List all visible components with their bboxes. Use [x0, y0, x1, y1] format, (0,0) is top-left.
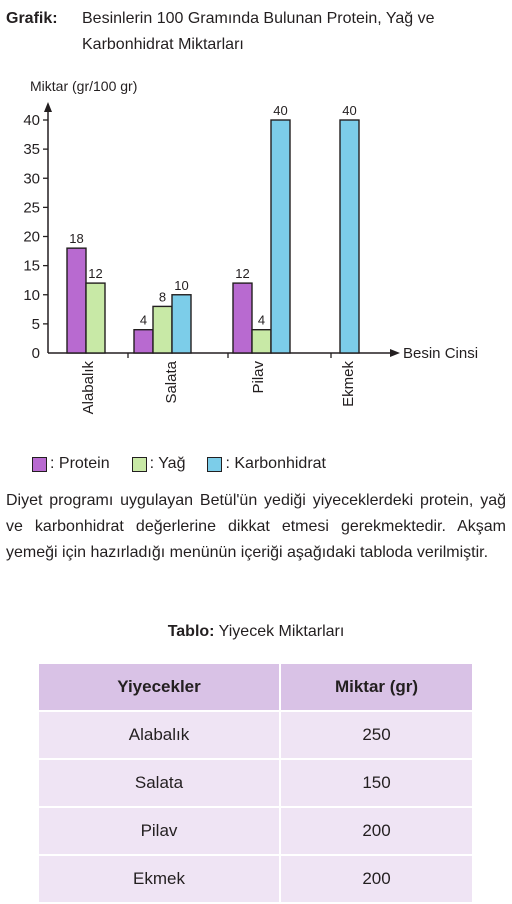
bar	[133, 329, 154, 354]
y-tick-label: 15	[23, 258, 40, 275]
cell-food: Salata	[37, 758, 281, 808]
bar-value-label: 10	[174, 278, 188, 293]
bar-value-label: 40	[273, 103, 287, 118]
x-axis-arrow	[390, 349, 400, 357]
cell-amount: 200	[279, 854, 474, 904]
title-lead: Grafik:	[6, 10, 58, 27]
legend-item-yag: : Yağ	[131, 455, 186, 473]
food-table: Yiyecekler Miktar (gr) Alabalık 250 Sala…	[37, 662, 474, 904]
bar	[251, 329, 272, 354]
y-tick-label: 35	[23, 141, 40, 158]
category-label: Salata	[163, 360, 180, 403]
bar-value-label: 40	[342, 103, 356, 118]
cell-food: Pilav	[37, 806, 281, 856]
y-tick-label: 25	[23, 199, 40, 216]
cell-food: Ekmek	[37, 854, 281, 904]
cell-amount: 150	[279, 758, 474, 808]
bar	[66, 247, 87, 354]
table-row: Alabalık 250	[37, 710, 474, 760]
legend-label-yag: : Yağ	[149, 455, 186, 472]
table-caption-lead: Tablo:	[167, 623, 215, 640]
chart-legend: : Protein : Yağ : Karbonhidrat	[32, 455, 348, 473]
bar-value-label: 12	[88, 266, 102, 281]
bar-value-label: 8	[159, 289, 166, 304]
legend-item-karbonhidrat: : Karbonhidrat	[207, 455, 326, 473]
bar	[152, 305, 173, 354]
legend-label-karbonhidrat: : Karbonhidrat	[225, 455, 326, 472]
legend-swatch-yag	[131, 456, 147, 472]
bar-value-label: 12	[235, 266, 249, 281]
table-caption-text: Yiyecek Miktarları	[214, 623, 345, 640]
bar-chart: Miktar (gr/100 gr) Besin Cinsi 0 5 10 15 20 25 3…	[23, 78, 478, 415]
category-label: Alabalık	[80, 361, 97, 415]
table-row: Ekmek 200	[37, 854, 474, 904]
y-axis-title: Miktar (gr/100 gr)	[30, 78, 137, 94]
y-axis-arrow	[44, 102, 52, 112]
table-header-row: Yiyecekler Miktar (gr)	[37, 662, 474, 712]
bar-value-label: 18	[69, 231, 83, 246]
table-caption: Tablo: Yiyecek Miktarları	[0, 623, 512, 641]
bar-value-label: 4	[140, 313, 147, 328]
header-amount: Miktar (gr)	[279, 662, 474, 712]
header-foods: Yiyecekler	[37, 662, 281, 712]
y-tick-label: 10	[23, 287, 40, 304]
y-tick-label: 30	[23, 170, 40, 187]
x-axis-title: Besin Cinsi	[403, 345, 478, 362]
category-label: Pilav	[250, 361, 267, 394]
y-tick-label: 0	[32, 345, 40, 362]
cell-amount: 250	[279, 710, 474, 760]
bar-value-label: 4	[258, 313, 265, 328]
cell-amount: 200	[279, 806, 474, 856]
legend-label-protein: : Protein	[50, 455, 110, 472]
bar	[85, 282, 106, 354]
y-tick-label: 40	[23, 112, 40, 129]
legend-swatch-protein	[32, 456, 47, 472]
table-row: Salata 150	[37, 758, 474, 808]
table-row: Pilav 200	[37, 806, 474, 856]
legend-swatch-karbonhidrat	[207, 456, 223, 472]
title-text: Besinlerin 100 Gramında Bulunan Protein,…	[82, 10, 435, 53]
legend-item-protein: : Protein	[32, 455, 110, 473]
bar	[171, 294, 192, 354]
y-tick-label: 5	[32, 316, 40, 333]
cell-food: Alabalık	[37, 710, 281, 760]
category-label: Ekmek	[340, 361, 357, 407]
y-tick-label: 20	[23, 229, 40, 246]
description-paragraph: Diyet programı uygulayan Betül'ün yediği…	[6, 492, 506, 561]
bar	[232, 282, 253, 354]
bar	[339, 119, 360, 354]
bar	[270, 119, 291, 354]
